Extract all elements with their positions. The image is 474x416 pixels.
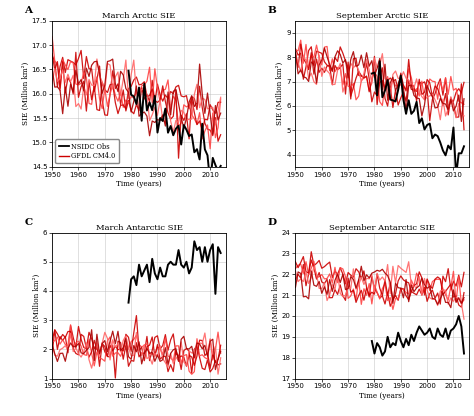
X-axis label: Time (years): Time (years) [116,391,162,399]
Text: D: D [268,218,277,227]
Y-axis label: SIE (Million km²): SIE (Million km²) [272,274,280,337]
Text: B: B [268,6,276,15]
Title: March Antarctic SIE: March Antarctic SIE [96,224,182,232]
Text: A: A [24,6,32,15]
Legend: NSIDC Obs, GFDL CM4.0: NSIDC Obs, GFDL CM4.0 [55,139,119,163]
X-axis label: Time (years): Time (years) [359,180,405,188]
Title: September Arctic SIE: September Arctic SIE [336,12,428,20]
Y-axis label: SIE (Million km²): SIE (Million km²) [21,62,29,126]
Title: March Arctic SIE: March Arctic SIE [102,12,176,20]
X-axis label: Time (years): Time (years) [359,391,405,399]
Y-axis label: SIE (Million km²): SIE (Million km²) [276,62,284,126]
Title: September Antarctic SIE: September Antarctic SIE [329,224,435,232]
X-axis label: Time (years): Time (years) [116,180,162,188]
Text: C: C [24,218,32,227]
Y-axis label: SIE (Million km²): SIE (Million km²) [33,274,41,337]
